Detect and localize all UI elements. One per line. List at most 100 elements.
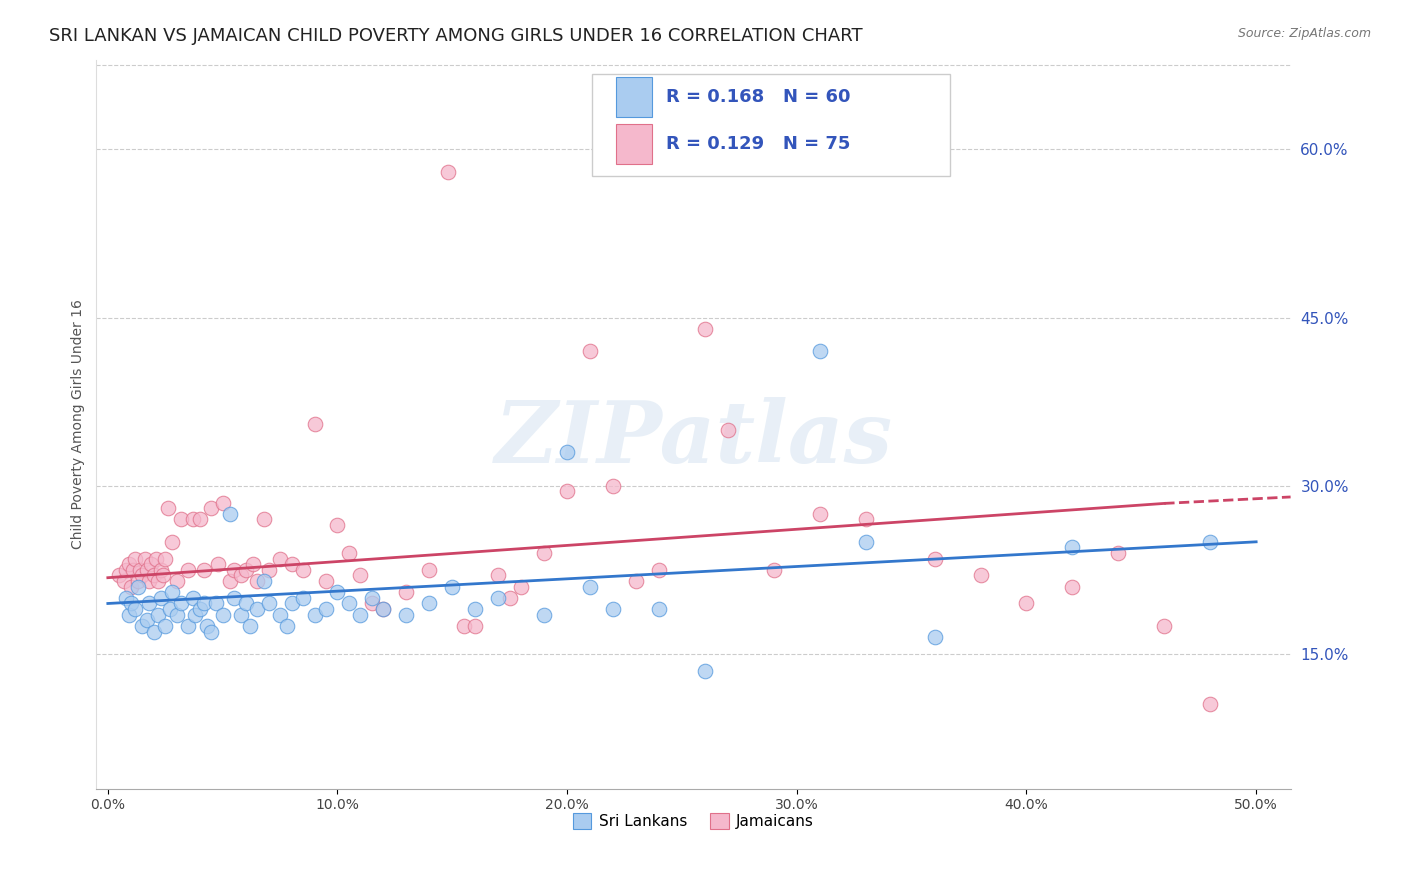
Point: [246, 602, 269, 616]
Point: [693, 322, 716, 336]
Point: [693, 664, 716, 678]
Point: [188, 512, 211, 526]
Point: [855, 512, 877, 526]
Point: [224, 563, 246, 577]
Point: [155, 619, 177, 633]
Point: [188, 602, 211, 616]
Point: [122, 563, 145, 577]
Point: [762, 563, 785, 577]
Point: [135, 563, 157, 577]
Point: [177, 619, 200, 633]
Point: [648, 563, 671, 577]
Point: [304, 417, 326, 431]
Point: [207, 558, 229, 572]
Point: [134, 551, 156, 566]
Text: R = 0.168   N = 60: R = 0.168 N = 60: [666, 88, 851, 106]
Point: [229, 568, 252, 582]
Point: [246, 574, 269, 588]
Point: [315, 574, 337, 588]
Point: [218, 507, 240, 521]
Point: [156, 501, 179, 516]
Text: ZIPatlas: ZIPatlas: [495, 397, 893, 481]
Point: [166, 574, 188, 588]
FancyBboxPatch shape: [592, 74, 950, 177]
Point: [149, 591, 172, 605]
Point: [160, 585, 183, 599]
Point: [195, 619, 218, 633]
Point: [292, 591, 315, 605]
Point: [160, 534, 183, 549]
Point: [131, 568, 153, 582]
Point: [129, 563, 152, 577]
Point: [533, 546, 555, 560]
Point: [373, 602, 395, 616]
Point: [808, 507, 831, 521]
Point: [579, 344, 602, 359]
Point: [120, 597, 142, 611]
Point: [276, 619, 298, 633]
Point: [292, 563, 315, 577]
Point: [170, 512, 193, 526]
Point: [1015, 597, 1038, 611]
Point: [1153, 619, 1175, 633]
Point: [149, 563, 172, 577]
Point: [924, 551, 946, 566]
Point: [239, 619, 262, 633]
Point: [211, 607, 233, 622]
FancyBboxPatch shape: [616, 77, 651, 117]
Point: [148, 607, 170, 622]
Point: [117, 607, 139, 622]
Point: [441, 580, 464, 594]
Point: [138, 597, 160, 611]
Point: [242, 558, 264, 572]
Point: [510, 580, 533, 594]
Point: [315, 602, 337, 616]
Point: [211, 495, 233, 509]
Point: [135, 613, 157, 627]
Legend: Sri Lankans, Jamaicans: Sri Lankans, Jamaicans: [567, 807, 820, 836]
Point: [145, 551, 167, 566]
Point: [257, 597, 280, 611]
Point: [924, 630, 946, 644]
Point: [602, 602, 624, 616]
Point: [152, 568, 174, 582]
Text: Source: ZipAtlas.com: Source: ZipAtlas.com: [1237, 27, 1371, 40]
FancyBboxPatch shape: [616, 124, 651, 164]
Point: [418, 597, 440, 611]
Point: [337, 597, 360, 611]
Point: [127, 580, 149, 594]
Point: [1062, 580, 1084, 594]
Point: [124, 602, 146, 616]
Point: [108, 568, 131, 582]
Point: [184, 607, 207, 622]
Point: [218, 574, 240, 588]
Point: [148, 574, 170, 588]
Point: [624, 574, 647, 588]
Point: [361, 591, 384, 605]
Point: [969, 568, 991, 582]
Point: [200, 501, 222, 516]
Point: [142, 624, 165, 639]
Point: [464, 602, 486, 616]
Point: [304, 607, 326, 622]
Point: [193, 563, 215, 577]
Point: [115, 563, 138, 577]
Point: [257, 563, 280, 577]
Point: [204, 597, 226, 611]
Point: [229, 607, 252, 622]
Point: [193, 597, 215, 611]
Point: [177, 563, 200, 577]
Point: [117, 558, 139, 572]
Point: [155, 551, 177, 566]
Point: [269, 607, 291, 622]
Point: [1062, 541, 1084, 555]
Point: [349, 607, 371, 622]
Point: [124, 551, 146, 566]
Point: [120, 580, 142, 594]
Point: [395, 585, 418, 599]
Point: [326, 518, 349, 533]
Point: [486, 591, 509, 605]
Point: [170, 597, 193, 611]
Point: [337, 546, 360, 560]
Point: [1199, 698, 1222, 712]
